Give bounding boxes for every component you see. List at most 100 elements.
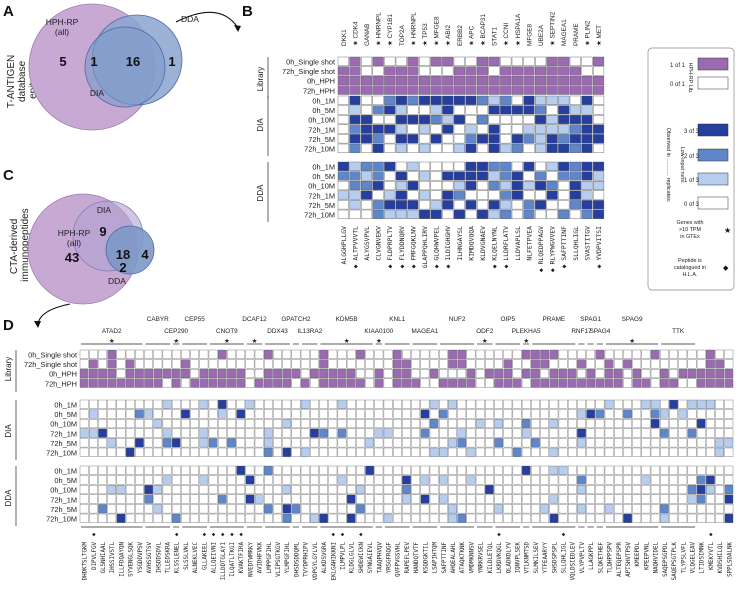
heatmap-cell	[264, 513, 273, 523]
heatmap-cell	[429, 399, 439, 409]
venn-c-dda-circle	[105, 225, 155, 275]
heatmap-cell	[227, 428, 236, 438]
heatmap-cell	[521, 419, 531, 429]
heatmap-cell	[402, 485, 411, 495]
heatmap-cell	[402, 494, 411, 504]
heatmap-cell	[107, 447, 117, 457]
heatmap-cell	[411, 399, 421, 409]
heatmap-cell	[569, 105, 581, 115]
legend-lib-side: HPH-RP Lib.	[687, 63, 693, 94]
heatmap-cell	[79, 465, 89, 475]
heatmap-cell	[162, 378, 172, 388]
heatmap-cell	[523, 95, 535, 105]
heatmap-cell	[98, 485, 107, 495]
heatmap-cell	[581, 180, 593, 191]
heatmap-cell	[319, 438, 328, 448]
heatmap-cell	[511, 143, 523, 153]
heatmap-cell	[254, 399, 264, 409]
heatmap-cell	[273, 378, 282, 388]
venn-c-count-hph-only: 43	[65, 250, 79, 265]
heatmap-cell	[453, 75, 465, 86]
heatmap-cell	[135, 475, 144, 485]
heatmap-cell	[477, 209, 489, 219]
heatmap-cell	[208, 359, 218, 369]
heatmap-cell	[485, 359, 494, 369]
heatmap-cell	[98, 399, 107, 409]
heatmap-cell	[511, 75, 523, 86]
heatmap-cell	[227, 399, 236, 409]
heatmap-cell	[567, 504, 577, 514]
heatmap-cell	[208, 485, 218, 495]
heatmap-cell	[199, 349, 209, 359]
heatmap-cell	[349, 161, 361, 171]
heatmap-cell	[577, 465, 586, 475]
heatmap-cell	[475, 419, 485, 429]
heatmap-cell	[623, 428, 632, 438]
heatmap-cell	[429, 485, 439, 495]
heatmap-cell	[98, 409, 107, 419]
heatmap-cell	[199, 513, 209, 523]
peptide-label-b: CLVGNVEKV	[375, 226, 383, 261]
heatmap-cell	[337, 359, 347, 369]
peptide-label-d: KVAKTFIRA	[239, 542, 245, 574]
peptide-label-d: TVYDPRHIPV	[304, 541, 310, 576]
heatmap-cell	[116, 428, 126, 438]
row-label-d-lib: 72h_Single shot	[24, 360, 77, 369]
heatmap-cell	[531, 447, 540, 457]
legend-pep-note-3: H.L.A.	[683, 272, 698, 278]
heatmap-cell	[254, 504, 264, 514]
heatmap-cell	[439, 399, 448, 409]
heatmap-cell	[453, 190, 465, 200]
heatmap-cell	[439, 359, 448, 369]
heatmap-cell	[319, 485, 328, 495]
heatmap-cell	[549, 504, 559, 514]
heatmap-cell	[641, 378, 651, 388]
heatmap-cell	[546, 171, 558, 181]
gene-label-b: DKK1	[341, 29, 348, 46]
heatmap-cell	[465, 171, 477, 181]
heatmap-cell	[669, 399, 678, 409]
heatmap-cell	[558, 114, 570, 125]
heatmap-cell	[439, 447, 448, 457]
heatmap-cell	[641, 359, 651, 369]
heatmap-cell	[79, 438, 89, 448]
heatmap-cell	[300, 513, 310, 523]
heatmap-cell	[567, 349, 577, 359]
venn-a-hph-sub: (all)	[55, 27, 69, 37]
heatmap-cell	[581, 105, 593, 115]
heatmap-cell	[442, 95, 454, 105]
heatmap-cell	[586, 349, 596, 359]
arrow-a-to-b	[175, 11, 239, 29]
peptide-label-d: AHQEALAHL	[451, 542, 457, 574]
heatmap-cell	[569, 161, 581, 171]
heatmap-cell	[300, 359, 310, 369]
heatmap-cell	[678, 438, 688, 448]
heatmap-cell	[581, 134, 593, 144]
heatmap-cell	[227, 485, 236, 495]
heatmap-cell	[319, 349, 328, 359]
heatmap-cell	[558, 105, 570, 115]
heatmap-cell	[384, 180, 396, 191]
heatmap-cell	[328, 378, 338, 388]
heatmap-cell	[523, 85, 535, 95]
heatmap-cell	[687, 494, 697, 504]
heatmap-cell	[453, 114, 465, 125]
heatmap-cell	[466, 369, 476, 379]
heatmap-cell	[356, 494, 365, 504]
heatmap-cell	[614, 447, 623, 457]
heatmap-cell	[660, 447, 669, 457]
peptide-label-b: ◆ LLDRFLATV	[502, 226, 510, 268]
heatmap-cell	[383, 399, 393, 409]
heatmap-cell	[171, 438, 181, 448]
heatmap-cell	[361, 66, 373, 76]
heatmap-cell	[264, 504, 273, 514]
heatmap-cell	[457, 419, 467, 429]
heatmap-cell	[356, 359, 365, 369]
heatmap-cell	[687, 349, 697, 359]
gene-label-b: ★ CYP1B1	[387, 14, 394, 46]
row-label-d-dda: 72h_1M	[50, 495, 77, 504]
gene-label-b: ★ BCAP31	[480, 14, 487, 46]
heatmap-cell	[457, 428, 467, 438]
heatmap-cell	[349, 56, 361, 66]
heatmap-cell	[724, 485, 734, 495]
